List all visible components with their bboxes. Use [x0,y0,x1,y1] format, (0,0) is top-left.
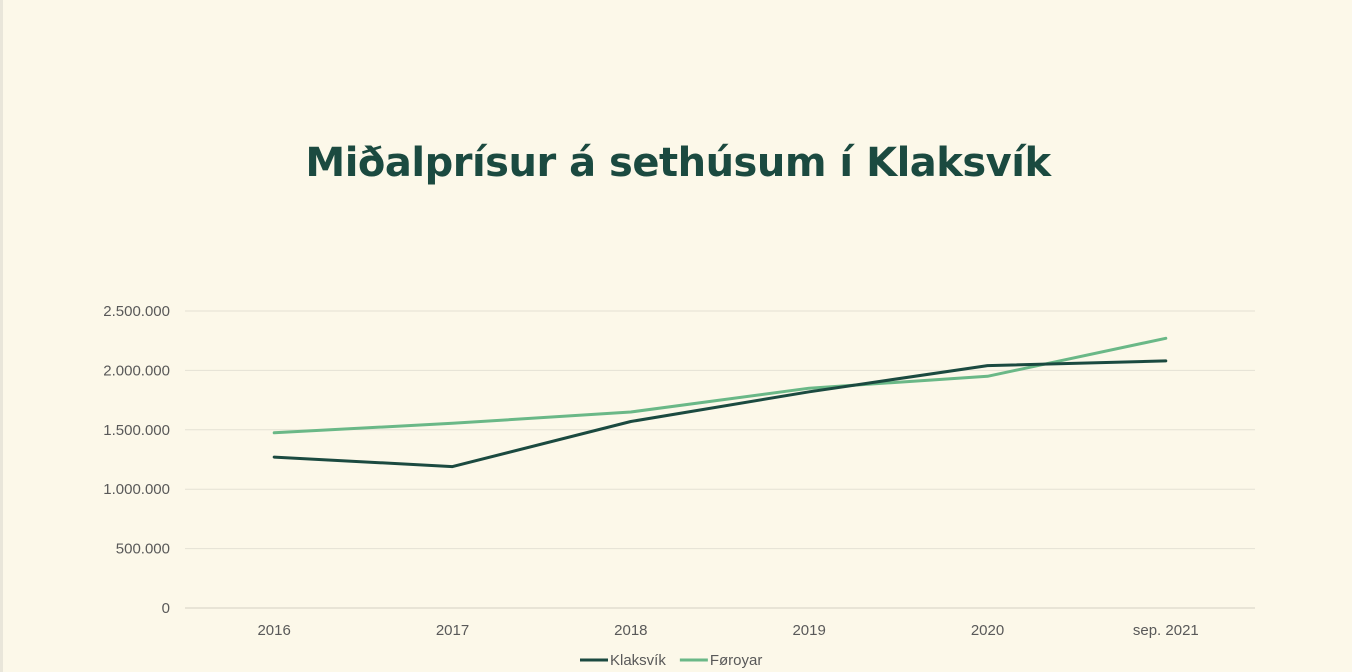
left-edge-divider [0,0,3,672]
chart-title: Miðalprísur á sethúsum í Klaksvík [305,140,1051,186]
series-line-klaksv-k [272,359,1168,469]
x-tick-label: 2020 [971,622,1004,639]
series-line-f-royar [272,336,1168,435]
y-tick-label: 0 [162,600,170,617]
x-tick-label: 2016 [257,622,290,639]
gridlines [185,310,1255,609]
legend: Klaksvík Føroyar [580,652,762,669]
y-tick-label: 500.000 [116,541,170,558]
x-axis-ticks: 2016 2017 2018 2019 2020 sep. 2021 [257,622,1198,639]
x-tick-label: sep. 2021 [1133,622,1199,639]
legend-label: Føroyar [710,652,763,669]
y-tick-label: 1.000.000 [103,481,170,498]
series-lines [272,336,1168,469]
x-tick-label: 2018 [614,622,647,639]
y-axis-ticks: 0 500.000 1.000.000 1.500.000 2.000.000 2.500… [103,303,170,617]
y-tick-label: 2.500.000 [103,303,170,320]
y-tick-label: 1.500.000 [103,422,170,439]
legend-label: Klaksvík [610,652,666,669]
x-tick-label: 2017 [436,622,469,639]
x-tick-label: 2019 [792,622,825,639]
y-tick-label: 2.000.000 [103,362,170,379]
